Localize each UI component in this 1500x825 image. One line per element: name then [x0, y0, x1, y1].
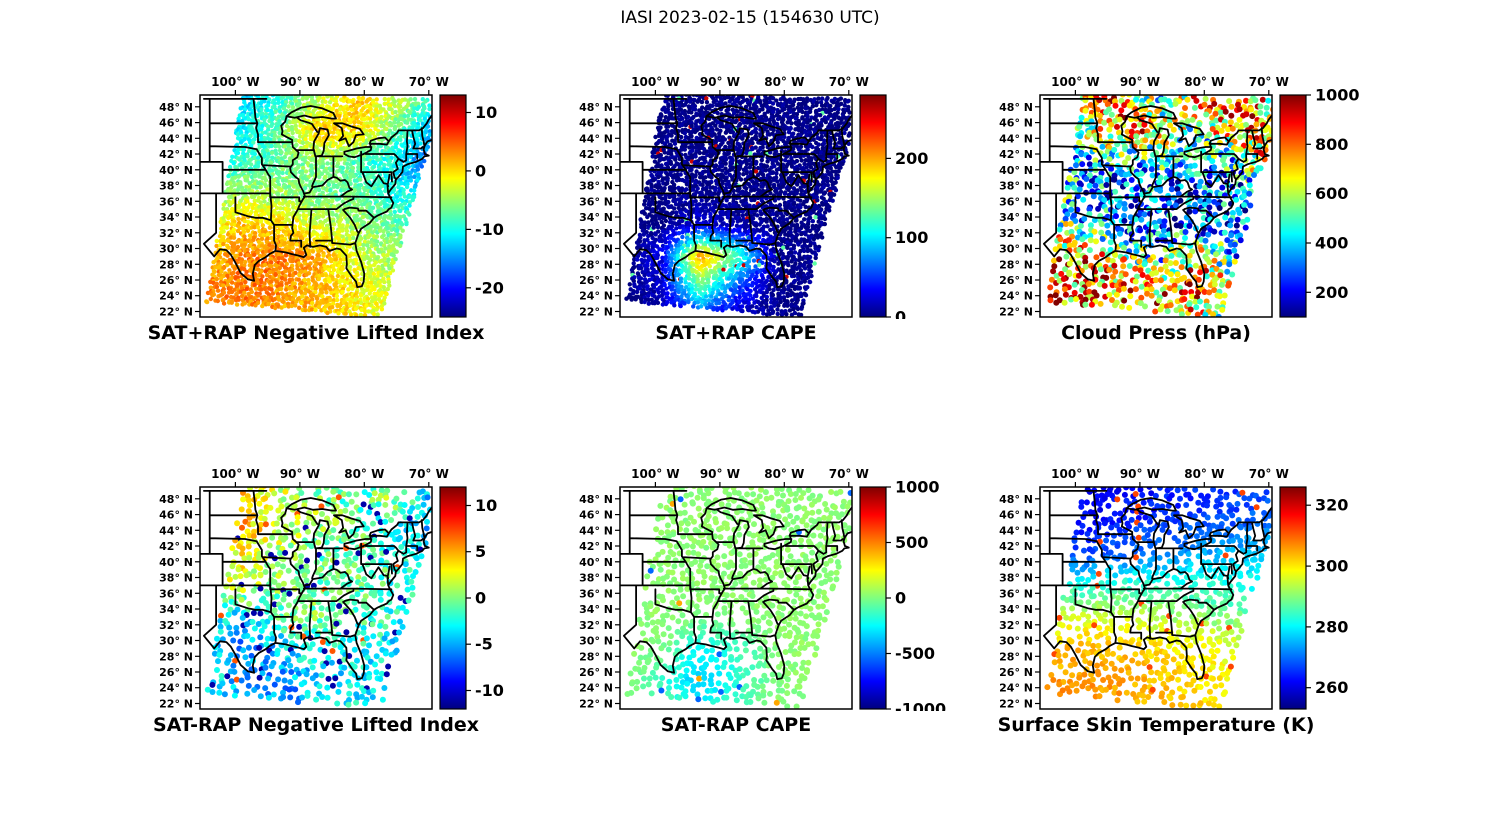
svg-text:26° N: 26° N: [159, 274, 193, 287]
map-frame: [199, 486, 433, 710]
axis-tick-labels: 100° W 90° W 80° W 70° W48° N46° N44° N42° …: [999, 75, 1289, 319]
state-boundaries: [1040, 490, 1272, 680]
figure-title: IASI 2023-02-15 (154630 UTC): [620, 8, 880, 28]
svg-text:28° N: 28° N: [159, 258, 193, 271]
panel-title: SAT+RAP CAPE: [655, 322, 817, 344]
svg-text:80° W: 80° W: [344, 75, 384, 89]
svg-text:70° W: 70° W: [409, 75, 449, 89]
svg-text:44° N: 44° N: [159, 132, 193, 145]
svg-text:10: 10: [475, 103, 497, 122]
state-boundaries: [1040, 98, 1272, 288]
map-frame: [619, 94, 853, 318]
panel-title: SAT-RAP Negative Lifted Index: [153, 714, 479, 736]
colorbar: 10 0 -10 -20: [439, 94, 504, 318]
map-plot-sat-minus-rap-cape: 100° W 90° W 80° W 70° W48° N46° N44° N42° …: [579, 467, 946, 711]
svg-text:34° N: 34° N: [159, 211, 193, 224]
state-boundaries: [620, 98, 852, 288]
svg-text:30° N: 30° N: [159, 243, 193, 256]
data-dots: [1047, 95, 1272, 317]
panel-sat-minus-rap-negative-lifted-index: 100° W 90° W 80° W 70° W 48° N 46° N 44° N 42° …: [145, 457, 545, 757]
svg-text:90° W: 90° W: [280, 75, 320, 89]
data-dots: [204, 487, 432, 708]
axis-tick-labels: 100° W 90° W 80° W 70° W48° N46° N44° N42° …: [159, 467, 449, 711]
svg-text:40° N: 40° N: [159, 164, 193, 177]
svg-text:32° N: 32° N: [159, 227, 193, 240]
panel-title: SAT-RAP CAPE: [660, 714, 812, 736]
map-plot-cloud-press: 100° W 90° W 80° W 70° W48° N46° N44° N42° …: [999, 75, 1360, 319]
panel-sat-plus-rap-cape: 100° W 90° W 80° W 70° W 48° N 46° N 44° N 42° …: [565, 65, 965, 365]
state-boundaries: [620, 490, 852, 680]
svg-text:-10: -10: [475, 220, 504, 239]
svg-text:22° N: 22° N: [159, 306, 193, 319]
svg-text:42° N: 42° N: [159, 148, 193, 161]
map-frame: [1039, 486, 1273, 710]
panel-cloud-press: 100° W 90° W 80° W 70° W 48° N 46° N 44° N 42° …: [985, 65, 1385, 365]
map-plot-surface-skin-temperature: 100° W 90° W 80° W 70° W48° N46° N44° N42° …: [999, 467, 1348, 711]
panel-title: Surface Skin Temperature (K): [997, 714, 1315, 736]
svg-text:48° N: 48° N: [159, 101, 193, 114]
axis-tick-labels: 100° W 90° W 80° W 70° W 48° N 46° N 44° N 42° …: [159, 75, 449, 319]
svg-text:-20: -20: [475, 278, 504, 297]
panel-title: SAT+RAP Negative Lifted Index: [147, 322, 485, 344]
data-dots: [1044, 487, 1272, 709]
svg-text:24° N: 24° N: [159, 290, 193, 303]
svg-text:100° W: 100° W: [211, 75, 259, 89]
svg-text:46° N: 46° N: [159, 117, 193, 130]
svg-text:38° N: 38° N: [159, 180, 193, 193]
map-frame: [619, 486, 853, 710]
state-boundaries: [200, 98, 432, 288]
map-plot-sat-plus-rap-negative-lifted-index: 100° W 90° W 80° W 70° W 48° N 46° N 44° N 42° …: [159, 75, 504, 319]
map-frame: [1039, 94, 1273, 318]
map-plot-sat-plus-rap-cape: 100° W 90° W 80° W 70° W48° N46° N44° N42° …: [579, 75, 928, 319]
panel-surface-skin-temperature: 100° W 90° W 80° W 70° W 48° N 46° N 44° N 42° …: [985, 457, 1385, 757]
data-dots: [624, 95, 852, 317]
svg-text:36° N: 36° N: [159, 195, 193, 208]
map-frame: [199, 94, 433, 318]
data-dots: [624, 487, 852, 709]
svg-text:0: 0: [475, 161, 486, 180]
axis-tick-labels: 100° W 90° W 80° W 70° W48° N46° N44° N42° …: [999, 467, 1289, 711]
map-plot-sat-minus-rap-negative-lifted-index: 100° W 90° W 80° W 70° W48° N46° N44° N42° …: [159, 467, 504, 711]
panel-title: Cloud Press (hPa): [1061, 322, 1251, 344]
panel-sat-minus-rap-cape: 100° W 90° W 80° W 70° W 48° N 46° N 44° N 42° …: [565, 457, 965, 757]
panel-sat-plus-rap-negative-lifted-index: 100° W 90° W 80° W 70° W 48° N 46° N 44° N 42° …: [145, 65, 545, 365]
data-dots: [204, 95, 432, 317]
state-boundaries: [200, 490, 432, 680]
axis-tick-labels: 100° W 90° W 80° W 70° W48° N46° N44° N42° …: [579, 467, 869, 711]
axis-tick-labels: 100° W 90° W 80° W 70° W48° N46° N44° N42° …: [579, 75, 869, 319]
